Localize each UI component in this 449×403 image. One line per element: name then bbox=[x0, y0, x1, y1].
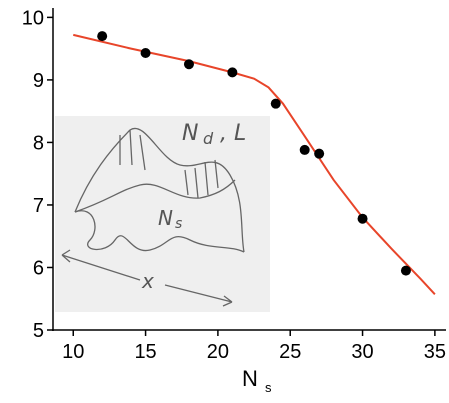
annotation: d bbox=[203, 129, 214, 148]
annotation: s bbox=[175, 216, 182, 232]
x-tick-label: 20 bbox=[207, 341, 229, 363]
y-tick-label: 6 bbox=[33, 257, 44, 279]
y-tick-label: 5 bbox=[33, 320, 44, 342]
y-tick-label: 9 bbox=[33, 70, 44, 92]
x-tick-label: 10 bbox=[62, 341, 84, 363]
annotation: N bbox=[158, 206, 173, 230]
annotation: , L bbox=[220, 121, 246, 146]
x-tick-label: 30 bbox=[351, 341, 373, 363]
data-point bbox=[183, 59, 194, 70]
y-tick-label: 10 bbox=[22, 7, 44, 29]
y-tick-label: 8 bbox=[33, 132, 44, 154]
x-tick-label: 35 bbox=[424, 341, 446, 363]
inset-sketch bbox=[61, 127, 245, 307]
data-point bbox=[140, 48, 151, 59]
x-tick-label: 15 bbox=[134, 341, 156, 363]
x-axis-label-sub: s bbox=[265, 380, 272, 395]
data-point bbox=[270, 98, 281, 109]
annotation: x bbox=[141, 269, 154, 293]
data-point bbox=[227, 67, 238, 78]
y-tick-label: 7 bbox=[33, 195, 44, 217]
data-point bbox=[97, 31, 108, 42]
data-point bbox=[357, 213, 368, 224]
data-point bbox=[400, 265, 411, 276]
x-axis-label: N bbox=[242, 366, 258, 391]
x-tick-label: 25 bbox=[279, 341, 301, 363]
data-point bbox=[314, 148, 325, 159]
annotation: N bbox=[182, 121, 198, 146]
data-point bbox=[299, 144, 310, 155]
